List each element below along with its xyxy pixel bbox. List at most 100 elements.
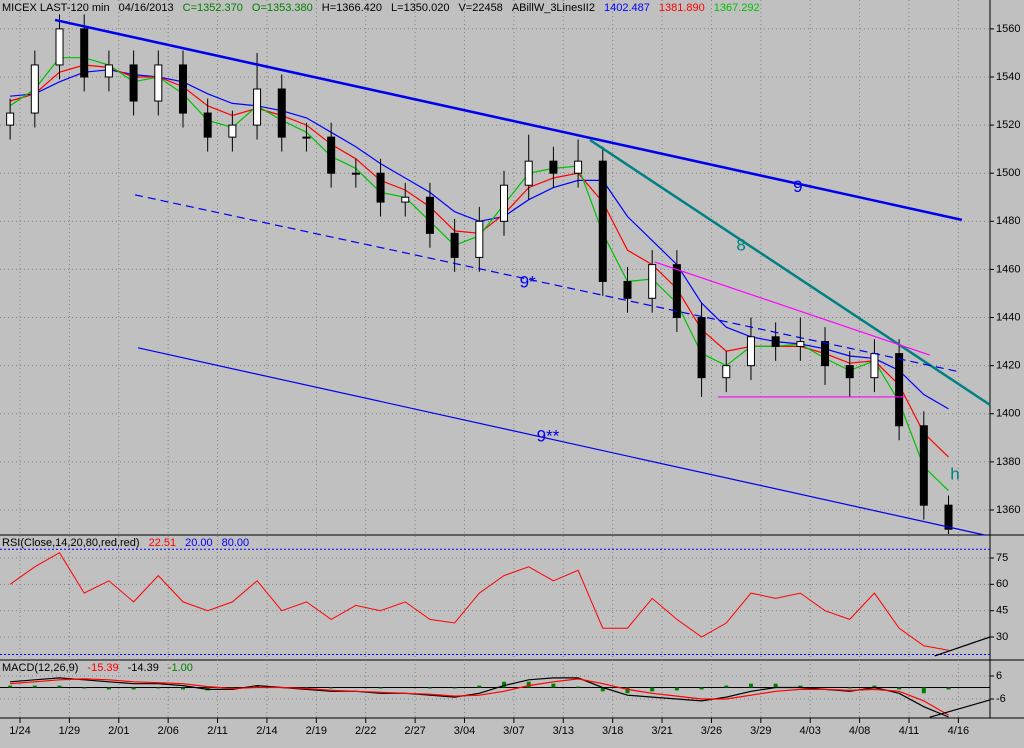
header-value: -1.00 bbox=[168, 662, 193, 674]
trend-label: 9* bbox=[520, 272, 536, 291]
x-tick-label: 3/29 bbox=[750, 725, 771, 737]
y-tick-label: 75 bbox=[996, 552, 1008, 564]
panel-header: RSI(Close,14,20,80,red,red) 22.51 20.00 80.… bbox=[2, 537, 249, 549]
header-value: 22.51 bbox=[149, 537, 177, 549]
histogram-bar bbox=[32, 685, 37, 688]
candle-body bbox=[277, 88, 286, 138]
indicator-line bbox=[9, 552, 949, 651]
candle-body bbox=[895, 353, 904, 427]
x-tick-label: 4/16 bbox=[948, 725, 969, 737]
y-tick-label: 1420 bbox=[996, 360, 1020, 372]
trend-label: 8 bbox=[736, 235, 745, 254]
y-tick-label: 1400 bbox=[996, 408, 1020, 420]
trend-line bbox=[589, 138, 991, 406]
trend-line bbox=[654, 261, 930, 356]
y-tick-label: 1540 bbox=[996, 71, 1020, 83]
histogram-bar bbox=[625, 687, 630, 694]
candle-body bbox=[524, 160, 533, 186]
trend-line bbox=[137, 347, 985, 536]
histogram-bar bbox=[600, 687, 605, 692]
x-tick-label: 2/27 bbox=[404, 725, 425, 737]
histogram-bar bbox=[57, 685, 62, 688]
candle-body bbox=[648, 264, 657, 299]
histogram-bar bbox=[180, 687, 185, 690]
candle-body bbox=[425, 196, 434, 234]
candle-body bbox=[821, 341, 830, 367]
candle-body bbox=[796, 341, 805, 347]
x-tick-label: 4/03 bbox=[800, 725, 821, 737]
candle-body bbox=[253, 88, 262, 126]
candle-body bbox=[574, 160, 583, 174]
histogram-bar bbox=[897, 687, 902, 690]
x-tick-label: 1/24 bbox=[9, 725, 30, 737]
y-tick-label: 1360 bbox=[996, 504, 1020, 516]
histogram-bar bbox=[255, 685, 260, 688]
candle-body bbox=[376, 172, 385, 203]
candle-body bbox=[697, 317, 706, 379]
y-tick-label: 1520 bbox=[996, 119, 1020, 131]
y-tick-label: -6 bbox=[996, 693, 1006, 705]
trend-line bbox=[934, 636, 991, 657]
header-value: ABillW_3LinesII2 bbox=[512, 2, 595, 14]
trend-label: 9 bbox=[793, 177, 802, 196]
header-value: 1402.487 bbox=[604, 2, 650, 14]
header-value: L=1350.020 bbox=[391, 2, 449, 14]
histogram-bar bbox=[872, 685, 877, 688]
histogram-bar bbox=[551, 683, 556, 688]
histogram-bar bbox=[526, 681, 531, 688]
x-tick-label: 3/07 bbox=[503, 725, 524, 737]
x-tick-label: 2/19 bbox=[306, 725, 327, 737]
histogram-bar bbox=[921, 687, 926, 694]
trend-line bbox=[929, 699, 991, 718]
histogram-bar bbox=[106, 687, 111, 690]
candle-body bbox=[500, 184, 509, 222]
macd-line bbox=[10, 678, 949, 716]
candle-body bbox=[302, 136, 311, 139]
histogram-bar bbox=[847, 687, 852, 689]
candle-body bbox=[228, 124, 237, 138]
candle-body bbox=[870, 353, 879, 379]
candle-body bbox=[30, 64, 39, 114]
x-tick-label: 3/18 bbox=[602, 725, 623, 737]
header-value: 1367.292 bbox=[714, 2, 760, 14]
histogram-bar bbox=[329, 687, 334, 689]
y-tick-label: 1380 bbox=[996, 456, 1020, 468]
header-value: -14.39 bbox=[128, 662, 159, 674]
candle-body bbox=[549, 160, 558, 174]
panel-header: MACD(12,26,9) -15.39 -14.39 -1.00 bbox=[2, 662, 193, 674]
x-tick-label: 2/14 bbox=[256, 725, 277, 737]
candle-body bbox=[104, 64, 113, 78]
candle-body bbox=[845, 365, 854, 379]
histogram-bar bbox=[946, 687, 951, 690]
y-tick-label: 45 bbox=[996, 605, 1008, 617]
header-value: V=22458 bbox=[458, 2, 502, 14]
y-tick-label: 1560 bbox=[996, 23, 1020, 35]
histogram-bar bbox=[576, 686, 581, 688]
x-tick-label: 2/11 bbox=[207, 725, 228, 737]
y-tick-label: 1440 bbox=[996, 311, 1020, 323]
y-tick-label: 6 bbox=[996, 670, 1002, 682]
histogram-bar bbox=[82, 687, 87, 689]
header-value: O=1353.380 bbox=[252, 2, 313, 14]
y-tick-label: 1500 bbox=[996, 167, 1020, 179]
y-tick-label: 1480 bbox=[996, 215, 1020, 227]
panel-header: MICEX LAST-120 min 04/16/2013 C=1352.370 O=… bbox=[2, 2, 760, 14]
candle-body bbox=[475, 220, 484, 258]
candle-body bbox=[598, 160, 607, 282]
x-tick-label: 1/29 bbox=[59, 725, 80, 737]
header-value: 80.00 bbox=[222, 537, 250, 549]
histogram-bar bbox=[131, 687, 136, 690]
candle-body bbox=[450, 232, 459, 258]
candle-body bbox=[944, 504, 953, 530]
histogram-bar bbox=[724, 685, 729, 688]
candle-body bbox=[351, 172, 360, 175]
candle-body bbox=[203, 112, 212, 138]
header-value: 04/16/2013 bbox=[119, 2, 174, 14]
x-tick-label: 2/01 bbox=[108, 725, 129, 737]
x-tick-label: 4/11 bbox=[899, 725, 920, 737]
x-tick-label: 3/21 bbox=[651, 725, 672, 737]
candle-body bbox=[722, 365, 731, 379]
header-value: H=1366.420 bbox=[322, 2, 382, 14]
x-tick-label: 3/04 bbox=[454, 725, 475, 737]
x-tick-label: 2/06 bbox=[157, 725, 178, 737]
